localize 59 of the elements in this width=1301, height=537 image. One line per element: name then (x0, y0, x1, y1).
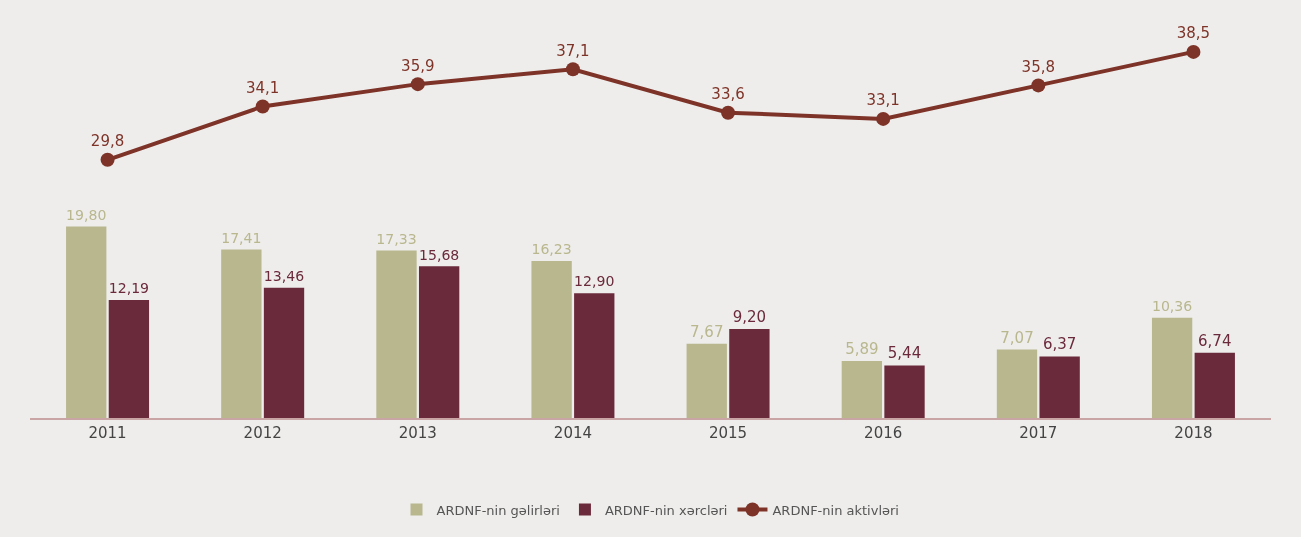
x-tick-label: 2011 (88, 424, 127, 442)
data-label: 33,1 (866, 91, 900, 110)
data-label: 13,46 (263, 268, 305, 285)
point (721, 105, 736, 120)
bar (221, 249, 262, 418)
point (410, 77, 425, 92)
x-tick-label: 2018 (1174, 424, 1213, 442)
bar (841, 361, 883, 418)
data-label: 7,07 (1000, 328, 1034, 347)
data-label: 33,6 (711, 85, 745, 104)
bar (418, 266, 460, 418)
point (1031, 78, 1046, 93)
x-tick-label: 2012 (243, 424, 282, 442)
data-label: 37,1 (556, 41, 590, 60)
point (255, 99, 270, 114)
bar (996, 349, 1038, 418)
data-label: 34,1 (245, 78, 280, 97)
data-label: 12,19 (108, 280, 150, 297)
bar (531, 261, 572, 418)
data-label: 5,44 (887, 344, 922, 363)
data-label: 29,8 (90, 132, 125, 151)
legend-label: ARDNF-nin gəlirləri (436, 502, 560, 518)
data-label: 6,37 (1042, 335, 1077, 354)
data-label: 19,80 (66, 206, 107, 223)
data-label: 17,33 (376, 230, 417, 247)
data-label: 35,8 (1021, 57, 1056, 76)
bar (1194, 352, 1235, 418)
point (565, 62, 580, 77)
bar (1039, 356, 1080, 418)
x-tick-label: 2013 (398, 424, 437, 442)
data-label: 10,36 (1151, 298, 1193, 315)
data-label: 9,20 (732, 308, 767, 327)
data-label: 38,5 (1176, 24, 1211, 43)
data-label: 12,90 (574, 273, 615, 290)
bar (574, 293, 615, 418)
bar (108, 300, 150, 418)
data-label: 7,67 (690, 322, 724, 341)
data-label: 16,23 (531, 241, 572, 258)
data-label: 17,41 (221, 229, 262, 246)
data-label: 15,68 (418, 246, 460, 263)
point (1186, 44, 1201, 59)
data-label: 35,9 (401, 56, 435, 75)
bar (66, 226, 107, 418)
x-tick-label: 2014 (553, 424, 593, 442)
data-label: 6,74 (1198, 331, 1232, 350)
legend-label: ARDNF-nin xərcləri (604, 502, 728, 518)
x-tick-label: 2017 (1019, 424, 1058, 442)
bar (376, 250, 417, 418)
legend-label: ARDNF-nin aktivləri (772, 502, 899, 518)
point (100, 152, 115, 167)
data-label: 5,89 (845, 340, 879, 359)
point (876, 111, 891, 126)
bar (1151, 317, 1193, 418)
bar (884, 365, 925, 418)
bar (686, 343, 727, 418)
x-tick-label: 2015 (708, 424, 748, 442)
bar (263, 287, 305, 418)
bar (729, 329, 770, 418)
x-tick-label: 2016 (864, 424, 903, 442)
